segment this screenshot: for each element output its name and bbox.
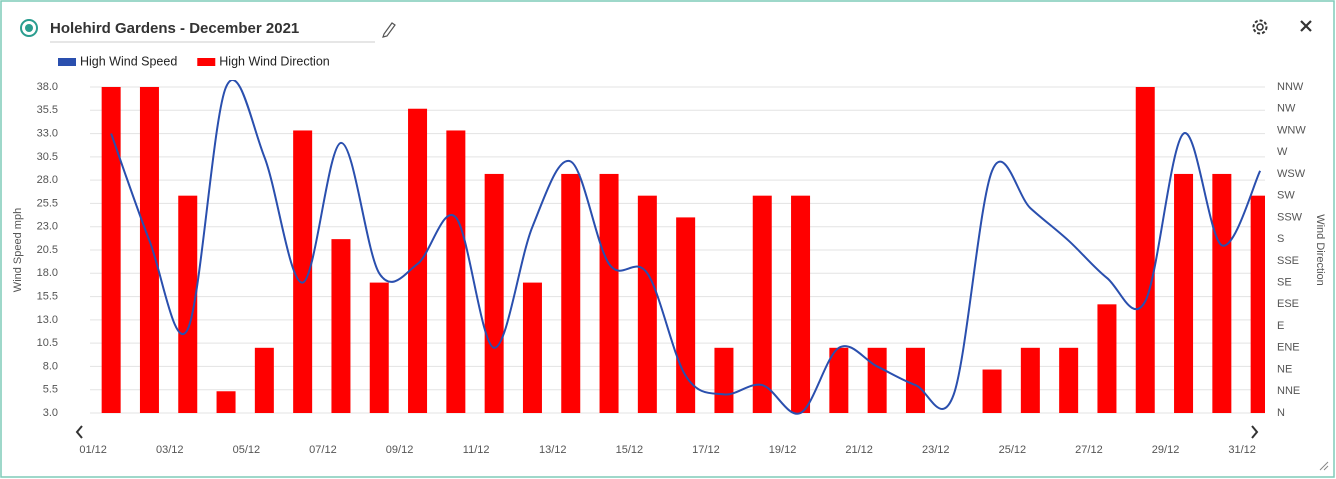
bar: [178, 195, 198, 413]
y2-tick-label: WNW: [1277, 124, 1306, 136]
y2-tick-label: NNW: [1277, 81, 1304, 93]
bar: [752, 195, 772, 413]
x-tick-label: 03/12: [156, 444, 184, 456]
edit-icon[interactable]: [382, 22, 396, 38]
y-tick-label: 33.0: [37, 127, 58, 139]
bar: [446, 130, 466, 413]
plot-area: [101, 80, 1265, 415]
y-tick-label: 13.0: [37, 314, 58, 326]
y-tick-label: 10.5: [37, 337, 58, 349]
y-axis-title: Wind Speed mph: [12, 208, 24, 292]
x-tick-label: 19/12: [769, 444, 797, 456]
bar: [1174, 173, 1194, 413]
legend-label: High Wind Speed: [80, 54, 177, 68]
y2-tick-label: NE: [1277, 363, 1292, 375]
y2-tick-label: SSE: [1277, 255, 1299, 267]
bar: [561, 173, 581, 413]
y-tick-label: 20.5: [37, 244, 58, 256]
bar: [408, 108, 428, 413]
x-tick-label: 17/12: [692, 444, 720, 456]
y2-tick-label: E: [1277, 320, 1284, 332]
y-tick-label: 28.0: [37, 174, 58, 186]
bar: [1097, 304, 1117, 413]
y-tick-label: 8.0: [43, 360, 58, 372]
x-tick-label: 13/12: [539, 444, 567, 456]
bar: [982, 369, 1002, 413]
radio-icon[interactable]: [20, 19, 38, 37]
x-tick-label: 05/12: [233, 444, 261, 456]
y-tick-label: 15.5: [37, 290, 58, 302]
bar: [637, 195, 657, 413]
bar: [905, 347, 925, 413]
bar: [1020, 347, 1040, 413]
legend-swatch: [197, 58, 216, 66]
chart-title: Holehird Gardens - December 2021: [50, 20, 299, 37]
y-tick-label: 18.0: [37, 267, 58, 279]
y-tick-label: 38.0: [37, 81, 58, 93]
legend-swatch: [58, 58, 76, 66]
bar: [1250, 195, 1265, 413]
y-tick-label: 3.0: [43, 407, 58, 419]
bar: [791, 195, 811, 413]
y2-tick-label: NW: [1277, 103, 1296, 115]
bar: [829, 347, 849, 413]
bar: [101, 87, 121, 413]
bar: [139, 87, 159, 413]
x-tick-label: 11/12: [463, 444, 490, 456]
bar: [1212, 173, 1232, 413]
x-tick-label: 29/12: [1152, 444, 1180, 456]
bar: [867, 347, 887, 413]
y-tick-label: 23.0: [37, 221, 58, 233]
settings-icon[interactable]: [1252, 19, 1268, 35]
bar: [331, 239, 351, 413]
line: [110, 80, 1262, 415]
y2-tick-label: ENE: [1277, 342, 1300, 354]
y-tick-label: 35.5: [37, 104, 58, 116]
y2-tick-label: W: [1277, 146, 1288, 158]
y2-tick-label: NNE: [1277, 385, 1300, 397]
y2-tick-label: SE: [1277, 277, 1292, 289]
y2-tick-label: S: [1277, 233, 1284, 245]
bar: [216, 391, 236, 413]
scroll-right[interactable]: [1251, 425, 1259, 439]
x-tick-label: 15/12: [616, 444, 644, 456]
x-tick-label: 21/12: [845, 444, 873, 456]
y2-axis-title: Wind Direction: [1314, 214, 1326, 286]
close-icon[interactable]: [1300, 20, 1312, 32]
bar: [599, 173, 619, 413]
y-tick-label: 5.5: [43, 384, 58, 396]
bar: [484, 173, 504, 413]
y2-tick-label: SSW: [1277, 211, 1303, 223]
resize-handle[interactable]: [1319, 461, 1329, 471]
bar: [369, 282, 389, 413]
x-tick-label: 01/12: [79, 444, 107, 456]
y-tick-label: 25.5: [37, 197, 58, 209]
x-tick-label: 07/12: [309, 444, 337, 456]
y-tick-label: 30.5: [37, 151, 58, 163]
bar: [714, 347, 734, 413]
legend-label: High Wind Direction: [219, 54, 330, 68]
bar: [522, 282, 542, 413]
y2-tick-label: WSW: [1277, 168, 1306, 180]
x-tick-label: 25/12: [999, 444, 1027, 456]
x-tick-label: 27/12: [1075, 444, 1103, 456]
y2-tick-label: N: [1277, 407, 1285, 419]
x-tick-label: 09/12: [386, 444, 414, 456]
bar: [293, 130, 313, 413]
x-tick-label: 23/12: [922, 444, 950, 456]
bar: [1135, 87, 1155, 413]
bar: [1059, 347, 1079, 413]
bar: [254, 347, 274, 413]
y2-tick-label: SW: [1277, 190, 1295, 202]
x-tick-label: 31/12: [1228, 444, 1256, 456]
scroll-left[interactable]: [75, 425, 83, 439]
y2-tick-label: ESE: [1277, 298, 1299, 310]
